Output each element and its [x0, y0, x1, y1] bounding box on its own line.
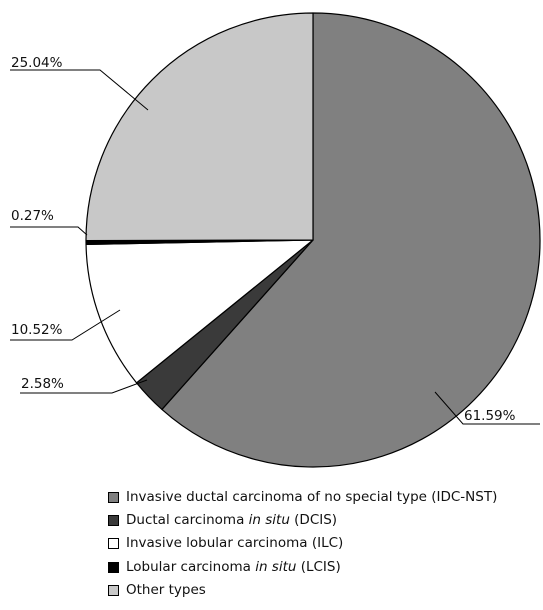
data-label-ilc: 10.52%: [11, 322, 63, 338]
pie-chart: 61.59% 2.58% 10.52% 0.27% 25.04%: [10, 12, 541, 468]
legend-swatch-other: [108, 584, 119, 596]
pie-slice-other: [85, 12, 314, 242]
leader-line-ilc: [10, 309, 121, 341]
legend-label-dcis: Ductal carcinoma in situ (DCIS): [126, 512, 338, 529]
legend-label-other: Other types: [126, 581, 206, 598]
pie-slice-idc: [161, 12, 541, 468]
leader-line-dcis: [20, 379, 148, 394]
legend-label-idc: Invasive ductal carcinoma of no special …: [126, 489, 498, 505]
data-label-dcis: 2.58%: [21, 376, 64, 392]
legend-swatch-lcis: [108, 561, 119, 573]
data-label-lcis: 0.27%: [11, 208, 54, 224]
legend-swatch-ilc: [108, 538, 119, 550]
leader-line-other: [10, 69, 149, 111]
pie-slice-ilc: [85, 239, 314, 384]
legend-label-ilc: Invasive lobular carcinoma (ILC): [126, 535, 344, 552]
legend-item-other: Other types: [108, 579, 538, 602]
data-label-idc: 61.59%: [464, 408, 516, 424]
legend-swatch-dcis: [108, 515, 119, 527]
legend-label-lcis: Lobular carcinoma in situ (LCIS): [126, 558, 341, 575]
legend-item-idc: Invasive ductal carcinoma of no special …: [108, 486, 538, 509]
data-label-other: 25.04%: [11, 55, 63, 71]
legend-item-lcis: Lobular carcinoma in situ (LCIS): [108, 556, 538, 579]
legend-item-dcis: Ductal carcinoma in situ (DCIS): [108, 509, 538, 532]
legend-swatch-idc: [108, 492, 119, 504]
legend-item-ilc: Invasive lobular carcinoma (ILC): [108, 532, 538, 555]
leader-line-idc: [434, 391, 540, 425]
legend: Invasive ductal carcinoma of no special …: [108, 486, 538, 602]
leader-line-lcis: [10, 226, 88, 236]
